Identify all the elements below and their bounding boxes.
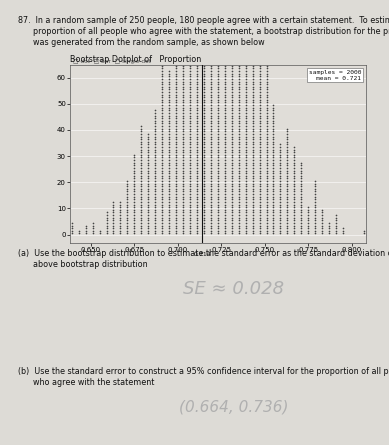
Text: samples = 2000
mean = 0.721: samples = 2000 mean = 0.721 (309, 70, 361, 81)
Text: proportion of all people who agree with the statement, a bootstrap distribution : proportion of all people who agree with … (18, 27, 389, 36)
Text: 0.714: 0.714 (193, 252, 211, 257)
Text: above bootstrap distribution: above bootstrap distribution (18, 260, 147, 269)
Text: (0.664, 0.736): (0.664, 0.736) (179, 400, 288, 415)
Text: (b)  Use the standard error to construct a 95% confidence interval for the propo: (b) Use the standard error to construct … (18, 367, 389, 376)
Text: who agree with the statement: who agree with the statement (18, 378, 154, 387)
Text: 87.  In a random sample of 250 people, 180 people agree with a certain statement: 87. In a random sample of 250 people, 18… (18, 16, 389, 24)
Text: was generated from the random sample, as shown below: was generated from the random sample, as… (18, 38, 264, 47)
Text: SE ≈ 0.028: SE ≈ 0.028 (183, 280, 284, 298)
Text: □ dot  □ bar  □ single dot: □ dot □ bar □ single dot (73, 59, 151, 64)
Text: (a)  Use the bootstrap distribution to estimate the standard error as the standa: (a) Use the bootstrap distribution to es… (18, 249, 389, 258)
Text: Bootstrap Dotplot of   Proportion: Bootstrap Dotplot of Proportion (70, 55, 201, 64)
